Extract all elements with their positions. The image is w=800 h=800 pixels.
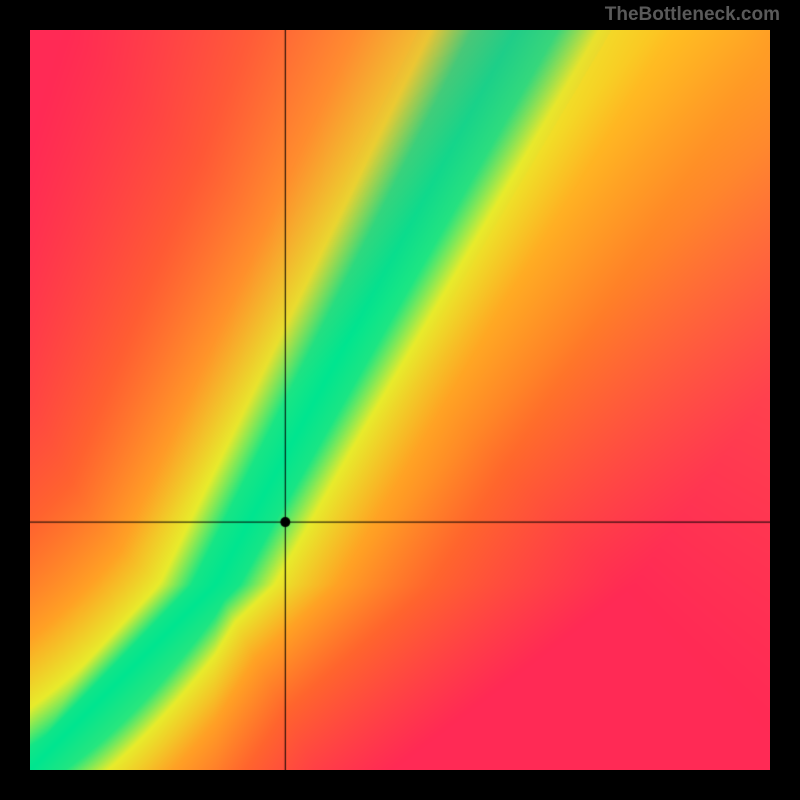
bottleneck-heatmap-container [30,30,770,770]
watermark-label: TheBottleneck.com [605,4,780,26]
bottleneck-heatmap-canvas [30,30,770,770]
